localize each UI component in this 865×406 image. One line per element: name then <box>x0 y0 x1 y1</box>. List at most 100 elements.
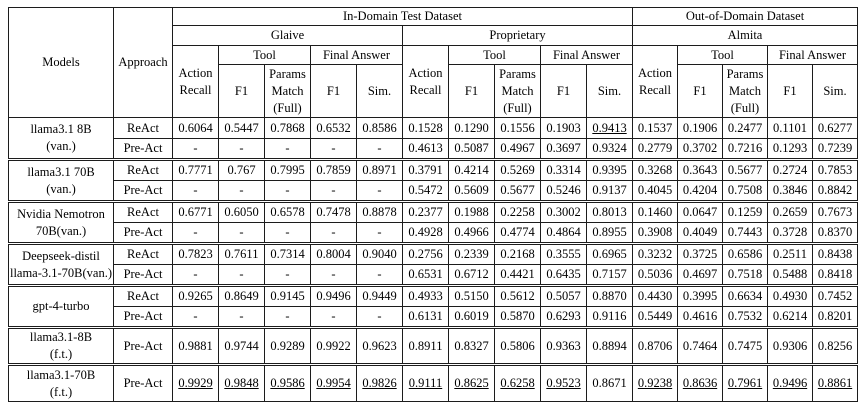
metric-cell: - <box>218 264 265 286</box>
metric-cell: 0.5269 <box>494 158 541 181</box>
metric-cell: 0.6532 <box>310 117 357 139</box>
metric-cell: 0.7216 <box>722 138 768 160</box>
metric-cell: 0.6586 <box>722 242 768 265</box>
header-metric-params-match: Params Match (Full) <box>494 64 541 118</box>
metric-cell: - <box>218 306 265 328</box>
metric-cell: 0.6064 <box>172 117 219 139</box>
metric-cell: 0.5057 <box>540 284 587 307</box>
metric-cell: 0.1537 <box>632 117 678 139</box>
metric-cell: 0.4928 <box>402 222 449 244</box>
metric-cell: 0.1528 <box>402 117 449 139</box>
metric-cell: 0.9324 <box>586 138 633 160</box>
header-out-domain-cell: Out-of-Domain Dataset <box>632 7 858 26</box>
metric-cell: 0.8625 <box>448 363 495 402</box>
header-metric-f1: F1 <box>767 64 813 118</box>
metric-cell: 0.7314 <box>264 242 311 265</box>
metric-cell: 0.6435 <box>540 264 587 286</box>
header-metric-f1: F1 <box>448 64 495 118</box>
metric-cell: 0.7443 <box>722 222 768 244</box>
metric-cell: 0.3908 <box>632 222 678 244</box>
metric-cell: 0.5036 <box>632 264 678 286</box>
metric-cell: - <box>264 264 311 286</box>
metric-cell: 0.5087 <box>448 138 495 160</box>
metric-cell: 0.6578 <box>264 200 311 223</box>
metric-cell: 0.7464 <box>677 326 723 365</box>
metric-cell: - <box>356 222 403 244</box>
metric-cell: 0.7771 <box>172 158 219 181</box>
metric-cell: 0.3555 <box>540 242 587 265</box>
metric-cell: 0.6131 <box>402 306 449 328</box>
metric-cell: 0.8649 <box>218 284 265 307</box>
metric-cell: - <box>310 306 357 328</box>
metric-cell: 0.4049 <box>677 222 723 244</box>
metric-cell: 0.9523 <box>540 363 587 402</box>
metric-cell: 0.9265 <box>172 284 219 307</box>
metric-cell: 0.8878 <box>356 200 403 223</box>
metric-cell: 0.3702 <box>677 138 723 160</box>
metric-cell: 0.5447 <box>218 117 265 139</box>
metric-cell: 0.3314 <box>540 158 587 181</box>
metric-cell: 0.3697 <box>540 138 587 160</box>
metric-cell: 0.8004 <box>310 242 357 265</box>
metric-cell: 0.7239 <box>812 138 858 160</box>
metric-cell: 0.6771 <box>172 200 219 223</box>
metric-cell: 0.7859 <box>310 158 357 181</box>
metric-cell: 0.767 <box>218 158 265 181</box>
metric-cell: 0.8671 <box>586 363 633 402</box>
model-name-line: Deepseek-distil <box>22 248 100 263</box>
model-name-line: llama3.1-70B <box>26 367 96 382</box>
header-tool: Tool <box>218 45 311 65</box>
approach-cell: ReAct <box>113 284 173 307</box>
metric-cell: - <box>356 138 403 160</box>
metric-cell: - <box>264 138 311 160</box>
metric-cell: 0.8706 <box>632 326 678 365</box>
metric-cell: 0.6712 <box>448 264 495 286</box>
model-name-line: 70B(van.) <box>35 223 87 238</box>
table-row: llama3.1-70B (f.t.) Pre-Act 0.9929 0.9848 0.9… <box>8 363 858 402</box>
metric-cell: 0.4616 <box>677 306 723 328</box>
header-action-recall: Action Recall <box>632 45 678 118</box>
metric-cell: 0.2258 <box>494 200 541 223</box>
metric-cell: 0.7868 <box>264 117 311 139</box>
metric-cell: 0.4967 <box>494 138 541 160</box>
metric-cell: - <box>356 180 403 202</box>
metric-cell: 0.8418 <box>812 264 858 286</box>
metric-cell: 0.6531 <box>402 264 449 286</box>
metric-cell: 0.8971 <box>356 158 403 181</box>
metric-cell: 0.9826 <box>356 363 403 402</box>
header-row-metrics: F1 Params Match (Full) F1 Sim. F1 Params… <box>9 64 858 118</box>
header-metric-f1: F1 <box>218 64 265 118</box>
metric-cell: 0.8911 <box>402 326 449 365</box>
metric-cell: 0.8842 <box>812 180 858 202</box>
metric-cell: 0.8256 <box>812 326 858 365</box>
metric-cell: 0.9744 <box>218 326 265 365</box>
header-metric-params-match: Params Match (Full) <box>264 64 311 118</box>
metric-cell: 0.8894 <box>586 326 633 365</box>
metric-cell: 0.8636 <box>677 363 723 402</box>
table-row: llama3.1 8B (van.) ReAct 0.6064 0.5447 0.7868… <box>8 117 858 160</box>
metric-cell: 0.7452 <box>812 284 858 307</box>
metric-cell: 0.1906 <box>677 117 723 139</box>
metric-cell: 0.2659 <box>767 200 813 223</box>
metric-cell: 0.6277 <box>812 117 858 139</box>
metric-cell: 0.5472 <box>402 180 449 202</box>
metric-cell: 0.9116 <box>586 306 633 328</box>
metric-cell: 0.4933 <box>402 284 449 307</box>
approach-cell: Pre-Act <box>113 264 173 286</box>
table-header: Models Approach In-Domain Test Dataset O… <box>8 7 858 118</box>
metric-cell: 0.9363 <box>540 326 587 365</box>
metric-cell: 0.4045 <box>632 180 678 202</box>
metric-cell: 0.1290 <box>448 117 495 139</box>
table-row: Pre-Act - - - - -0.4928 0.4966 0.4774 0.4864 0.89… <box>9 222 858 244</box>
metric-cell: 0.9238 <box>632 363 678 402</box>
metric-cell: 0.1259 <box>722 200 768 223</box>
model-name-line: gpt-4-turbo <box>32 299 90 313</box>
metric-cell: 0.9929 <box>172 363 219 402</box>
header-row-datasets: Models Approach In-Domain Test Dataset O… <box>8 7 858 118</box>
metric-cell: 0.7532 <box>722 306 768 328</box>
metric-cell: 0.9496 <box>767 363 813 402</box>
model-name-cell: gpt-4-turbo <box>8 284 114 328</box>
header-final-answer: Final Answer <box>767 45 858 65</box>
header-action-recall: Action Recall <box>402 45 449 118</box>
metric-cell: - <box>172 306 219 328</box>
